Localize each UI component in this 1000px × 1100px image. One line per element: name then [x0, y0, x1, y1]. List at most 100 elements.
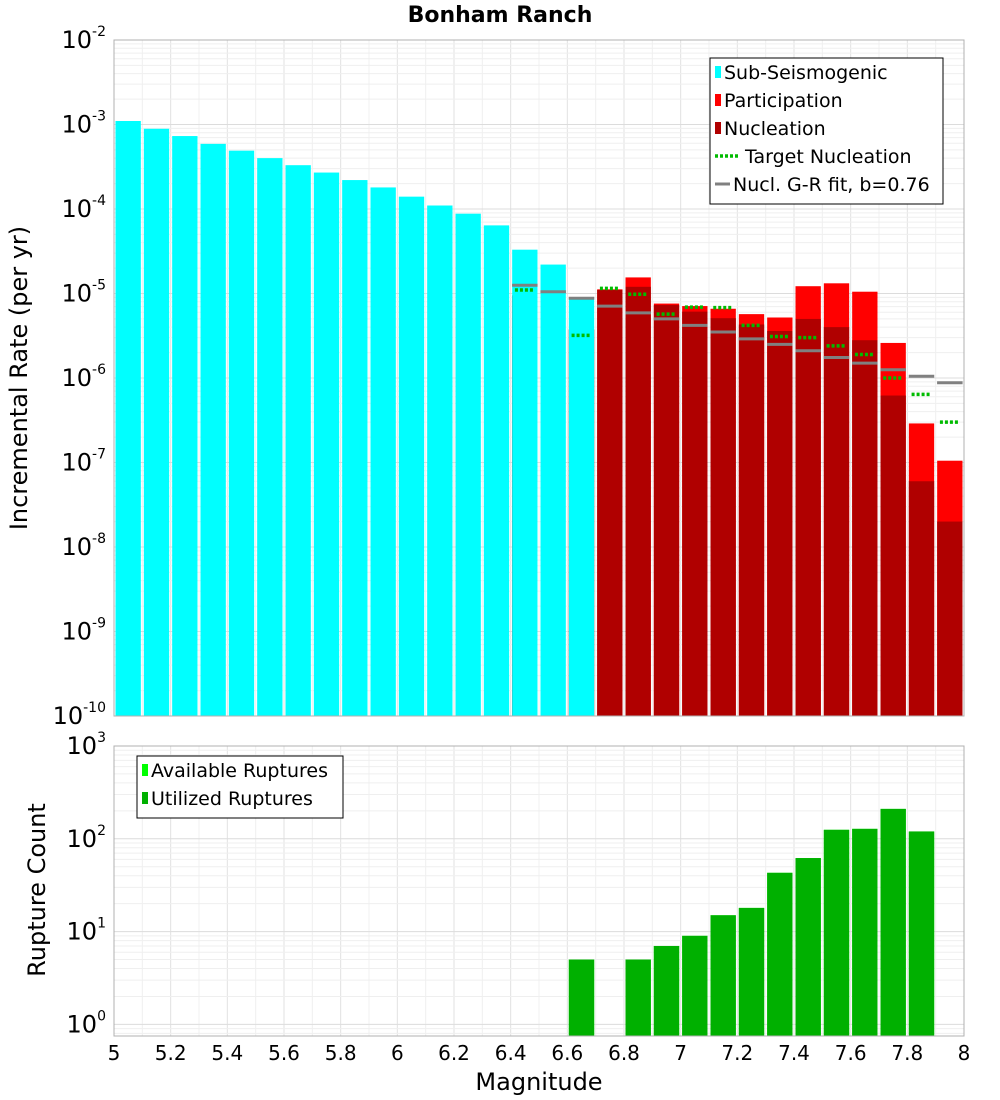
sub-seismogenic-bar	[313, 172, 340, 717]
rate-line-marks	[512, 283, 963, 424]
sub-seismogenic-bar	[540, 264, 566, 716]
sub-seismogenic-bar	[143, 128, 170, 716]
sub-seismogenic-bar	[200, 143, 226, 716]
y-tick-label: 101	[67, 916, 106, 946]
legend-label: Available Ruptures	[151, 760, 328, 782]
x-tick-label: 6.8	[608, 1041, 640, 1065]
x-tick-label: 5.4	[211, 1041, 243, 1065]
rate-chart: Bonham Ranch 10-10 10-9 10-8 10-7 10-6 10-5 10…	[5, 3, 965, 730]
rupture-y-axis-label: Rupture Count	[23, 803, 51, 977]
legend-label: Nucleation	[724, 118, 826, 140]
legend-label: Sub-Seismogenic	[724, 62, 888, 84]
x-tick-label: 7	[674, 1041, 687, 1065]
nucleation-bar	[738, 324, 765, 716]
nucleation-bar	[823, 327, 850, 716]
sub-seismogenic-bar	[398, 196, 425, 717]
legend-label: Target Nucleation	[744, 146, 912, 168]
x-tick-label: 5	[108, 1041, 121, 1065]
utilized-ruptures-bar	[908, 831, 935, 1036]
y-tick-label: 102	[67, 823, 106, 853]
y-tick-label: 10-6	[61, 362, 106, 392]
sub-seismogenic-bar	[342, 180, 368, 716]
nucleation-bar	[937, 521, 963, 716]
utilized-ruptures-bar	[682, 935, 708, 1036]
x-tick-label: 6.4	[495, 1041, 527, 1065]
legend-swatch	[715, 94, 721, 106]
nucleation-bar	[682, 311, 708, 716]
x-tick-label: 5.6	[268, 1041, 300, 1065]
nucleation-bar	[880, 395, 906, 716]
chart-title: Bonham Ranch	[408, 3, 593, 28]
utilized-ruptures-bar	[568, 959, 595, 1036]
rupture-legend: Available Ruptures Utilized Ruptures	[136, 755, 344, 819]
sub-seismogenic-bar	[568, 297, 595, 716]
utilized-ruptures-bar	[738, 907, 765, 1036]
rate-plot-frame	[113, 39, 965, 717]
utilized-ruptures-bar	[653, 945, 680, 1036]
y-tick-label: 10-5	[61, 278, 106, 308]
rate-legend: Sub-Seismogenic Participation Nucleation Ta…	[709, 57, 944, 205]
x-tick-label: 7.8	[891, 1041, 923, 1065]
nucleation-bar	[852, 340, 878, 716]
y-tick-label: 10-3	[61, 109, 106, 139]
rupture-y-tick-labels: 100 101 102 103	[67, 730, 106, 1038]
sub-seismogenic-bar	[172, 136, 198, 717]
utilized-ruptures-bar	[625, 959, 651, 1036]
y-tick-label: 10-4	[61, 193, 106, 223]
utilized-ruptures-bar	[823, 829, 850, 1036]
y-tick-label: 103	[67, 730, 106, 760]
legend-box	[709, 57, 944, 205]
legend-label: Utilized Ruptures	[151, 788, 313, 810]
sub-seismogenic-bar	[512, 249, 538, 716]
nucleation-bar	[625, 286, 651, 716]
x-tick-label: 6.6	[551, 1041, 583, 1065]
legend-label: Nucl. G-R fit, b=0.76	[733, 174, 930, 196]
x-tick-label: 5.2	[155, 1041, 187, 1065]
nucleation-bar	[767, 330, 793, 716]
x-tick-label: 5.8	[325, 1041, 357, 1065]
x-tick-label: 8	[958, 1041, 971, 1065]
x-tick-label: 6	[391, 1041, 404, 1065]
y-tick-label: 10-8	[61, 531, 106, 561]
legend-box	[136, 755, 344, 819]
sub-seismogenic-bar	[257, 158, 283, 717]
x-tick-label: 7.4	[778, 1041, 810, 1065]
y-tick-label: 10-7	[61, 447, 106, 477]
y-tick-label: 10-10	[53, 700, 106, 730]
nucleation-bar	[710, 318, 736, 716]
legend-label: Participation	[724, 90, 843, 112]
sub-seismogenic-bar	[370, 187, 396, 717]
legend-swatch	[142, 792, 148, 804]
utilized-ruptures-bar	[710, 915, 736, 1036]
rupture-bars	[568, 808, 935, 1036]
rupture-gridlines	[113, 746, 965, 1036]
x-axis-label: Magnitude	[475, 1068, 602, 1096]
nucleation-bar	[908, 481, 935, 716]
sub-seismogenic-bar	[115, 121, 141, 716]
y-tick-label: 100	[67, 1008, 106, 1038]
legend-swatch	[142, 764, 148, 776]
x-tick-label: 6.2	[438, 1041, 470, 1065]
nucleation-bar	[653, 305, 680, 716]
sub-seismogenic-bar	[228, 150, 255, 716]
legend-swatch	[715, 122, 721, 134]
nucleation-bar	[795, 318, 821, 716]
magnitude-tick-labels: 5 5.2 5.4 5.6 5.8 6 6.2 6.4 6.6 6.8 7 7.2 7.4 7.6 7.8 8	[108, 1041, 971, 1065]
y-tick-label: 10-9	[61, 616, 106, 646]
rate-y-axis-label: Incremental Rate (per yr)	[5, 226, 33, 530]
legend-swatch	[715, 66, 721, 78]
rupture-plot-frame	[113, 745, 965, 1037]
x-tick-label: 7.6	[835, 1041, 867, 1065]
sub-seismogenic-bar	[285, 165, 311, 717]
utilized-ruptures-bar	[880, 808, 906, 1036]
rate-gridlines	[113, 40, 965, 717]
sub-seismogenic-bar	[483, 225, 510, 716]
x-tick-label: 7.2	[721, 1041, 753, 1065]
utilized-ruptures-bar	[852, 828, 878, 1036]
sub-seismogenic-bar	[455, 213, 481, 716]
nucleation-bar	[597, 290, 623, 716]
rate-y-tick-labels: 10-10 10-9 10-8 10-7 10-6 10-5 10-4 10-3 10-2	[53, 24, 107, 730]
sub-seismogenic-bar	[427, 205, 453, 716]
rupture-count-chart: 100 101 102 103 5 5.2 5.4 5.6 5.8 6 6.2 6.4 6.6 6.8 7…	[23, 730, 970, 1096]
